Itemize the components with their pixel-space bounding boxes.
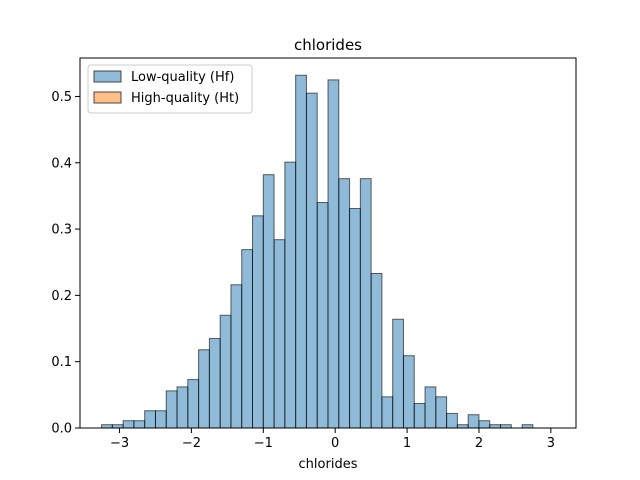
x-axis-ticks: −3 −2 −1 0 1 2 3 <box>110 428 555 451</box>
histogram-bar <box>154 410 167 429</box>
histogram-bar <box>176 386 189 429</box>
histogram-bar <box>349 208 361 429</box>
x-tick-label: 1 <box>403 436 411 451</box>
legend: Low-quality (Hf) High-quality (Ht) <box>87 64 253 114</box>
histogram-bar <box>446 412 458 429</box>
histogram-bar <box>305 92 318 429</box>
x-tick-label: −3 <box>110 436 129 451</box>
histogram-bar <box>327 79 340 429</box>
histogram-bar <box>435 396 448 429</box>
plot-frame <box>79 57 577 429</box>
legend-label-low-quality: Low-quality (Hf) <box>131 70 234 85</box>
x-tick-label: −2 <box>182 436 201 451</box>
histogram-bar <box>370 273 383 429</box>
x-tick-label: −1 <box>254 436 273 451</box>
y-tick-label: 0.1 <box>51 355 72 370</box>
histogram-bar <box>424 386 437 429</box>
histogram-bar <box>284 161 297 429</box>
histogram-bar <box>402 355 415 429</box>
x-tick-label: 3 <box>547 436 555 451</box>
histogram-bar <box>413 402 426 429</box>
y-tick-label: 0.2 <box>51 289 72 304</box>
histogram-bar <box>165 390 178 429</box>
histogram-bar <box>262 174 275 429</box>
y-tick-label: 0.3 <box>51 223 72 238</box>
histogram-bar <box>381 396 394 429</box>
legend-label-high-quality: High-quality (Ht) <box>131 91 239 106</box>
chart-title: chlorides <box>294 36 362 54</box>
legend-swatch-low-quality <box>93 70 122 83</box>
y-tick-label: 0.0 <box>51 422 72 437</box>
histogram-bar <box>467 414 480 429</box>
x-axis-label: chlorides <box>299 457 358 472</box>
histogram-bar <box>219 314 232 429</box>
histogram-bar <box>230 284 243 429</box>
histogram-bar <box>144 410 156 429</box>
histogram-bar <box>208 337 221 429</box>
y-axis-ticks: 0.0 0.1 0.2 0.3 0.4 0.5 <box>51 90 80 437</box>
y-tick-label: 0.4 <box>51 156 72 171</box>
histogram-bar <box>122 420 135 429</box>
histogram-bar <box>187 379 200 429</box>
histogram-bar <box>359 178 372 429</box>
histogram-bar <box>478 420 491 429</box>
histogram-bar <box>392 318 404 429</box>
histogram-bar <box>252 215 264 429</box>
histogram-bar <box>295 74 307 429</box>
histogram-bar <box>241 249 254 429</box>
x-tick-label: 2 <box>475 436 483 451</box>
histogram-bar <box>198 349 210 429</box>
histogram-bar <box>273 239 286 429</box>
histogram-bar <box>133 420 146 429</box>
y-tick-label: 0.5 <box>51 90 72 105</box>
legend-swatch-high-quality <box>93 91 122 104</box>
histogram-bar <box>338 178 351 429</box>
x-tick-label: 0 <box>331 436 339 451</box>
histogram-bar <box>316 202 329 429</box>
legend-box <box>87 64 253 114</box>
